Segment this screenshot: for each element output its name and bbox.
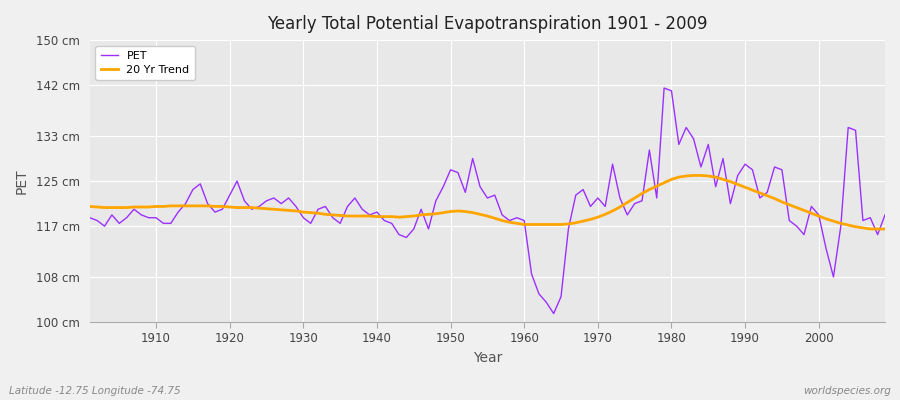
PET — [659, 86, 670, 90]
PET — [143, 215, 154, 220]
20 Yr Trend — [879, 226, 890, 231]
Line: 20 Yr Trend: 20 Yr Trend — [90, 176, 885, 229]
20 Yr Trend — [143, 205, 154, 210]
PET — [879, 212, 890, 217]
20 Yr Trend — [511, 221, 522, 226]
PET — [518, 218, 529, 223]
20 Yr Trend — [305, 210, 316, 215]
20 Yr Trend — [608, 208, 618, 213]
Line: PET: PET — [90, 88, 885, 314]
20 Yr Trend — [518, 222, 529, 227]
Text: Latitude -12.75 Longitude -74.75: Latitude -12.75 Longitude -74.75 — [9, 386, 181, 396]
Title: Yearly Total Potential Evapotranspiration 1901 - 2009: Yearly Total Potential Evapotranspiratio… — [267, 15, 707, 33]
20 Yr Trend — [688, 173, 699, 178]
PET — [511, 215, 522, 220]
PET — [349, 196, 360, 200]
Text: worldspecies.org: worldspecies.org — [803, 386, 891, 396]
Legend: PET, 20 Yr Trend: PET, 20 Yr Trend — [95, 46, 195, 80]
PET — [85, 215, 95, 220]
PET — [305, 221, 316, 226]
20 Yr Trend — [865, 226, 876, 231]
X-axis label: Year: Year — [472, 351, 502, 365]
20 Yr Trend — [85, 204, 95, 209]
20 Yr Trend — [349, 214, 360, 218]
PET — [615, 196, 626, 200]
PET — [548, 311, 559, 316]
Y-axis label: PET: PET — [15, 168, 29, 194]
